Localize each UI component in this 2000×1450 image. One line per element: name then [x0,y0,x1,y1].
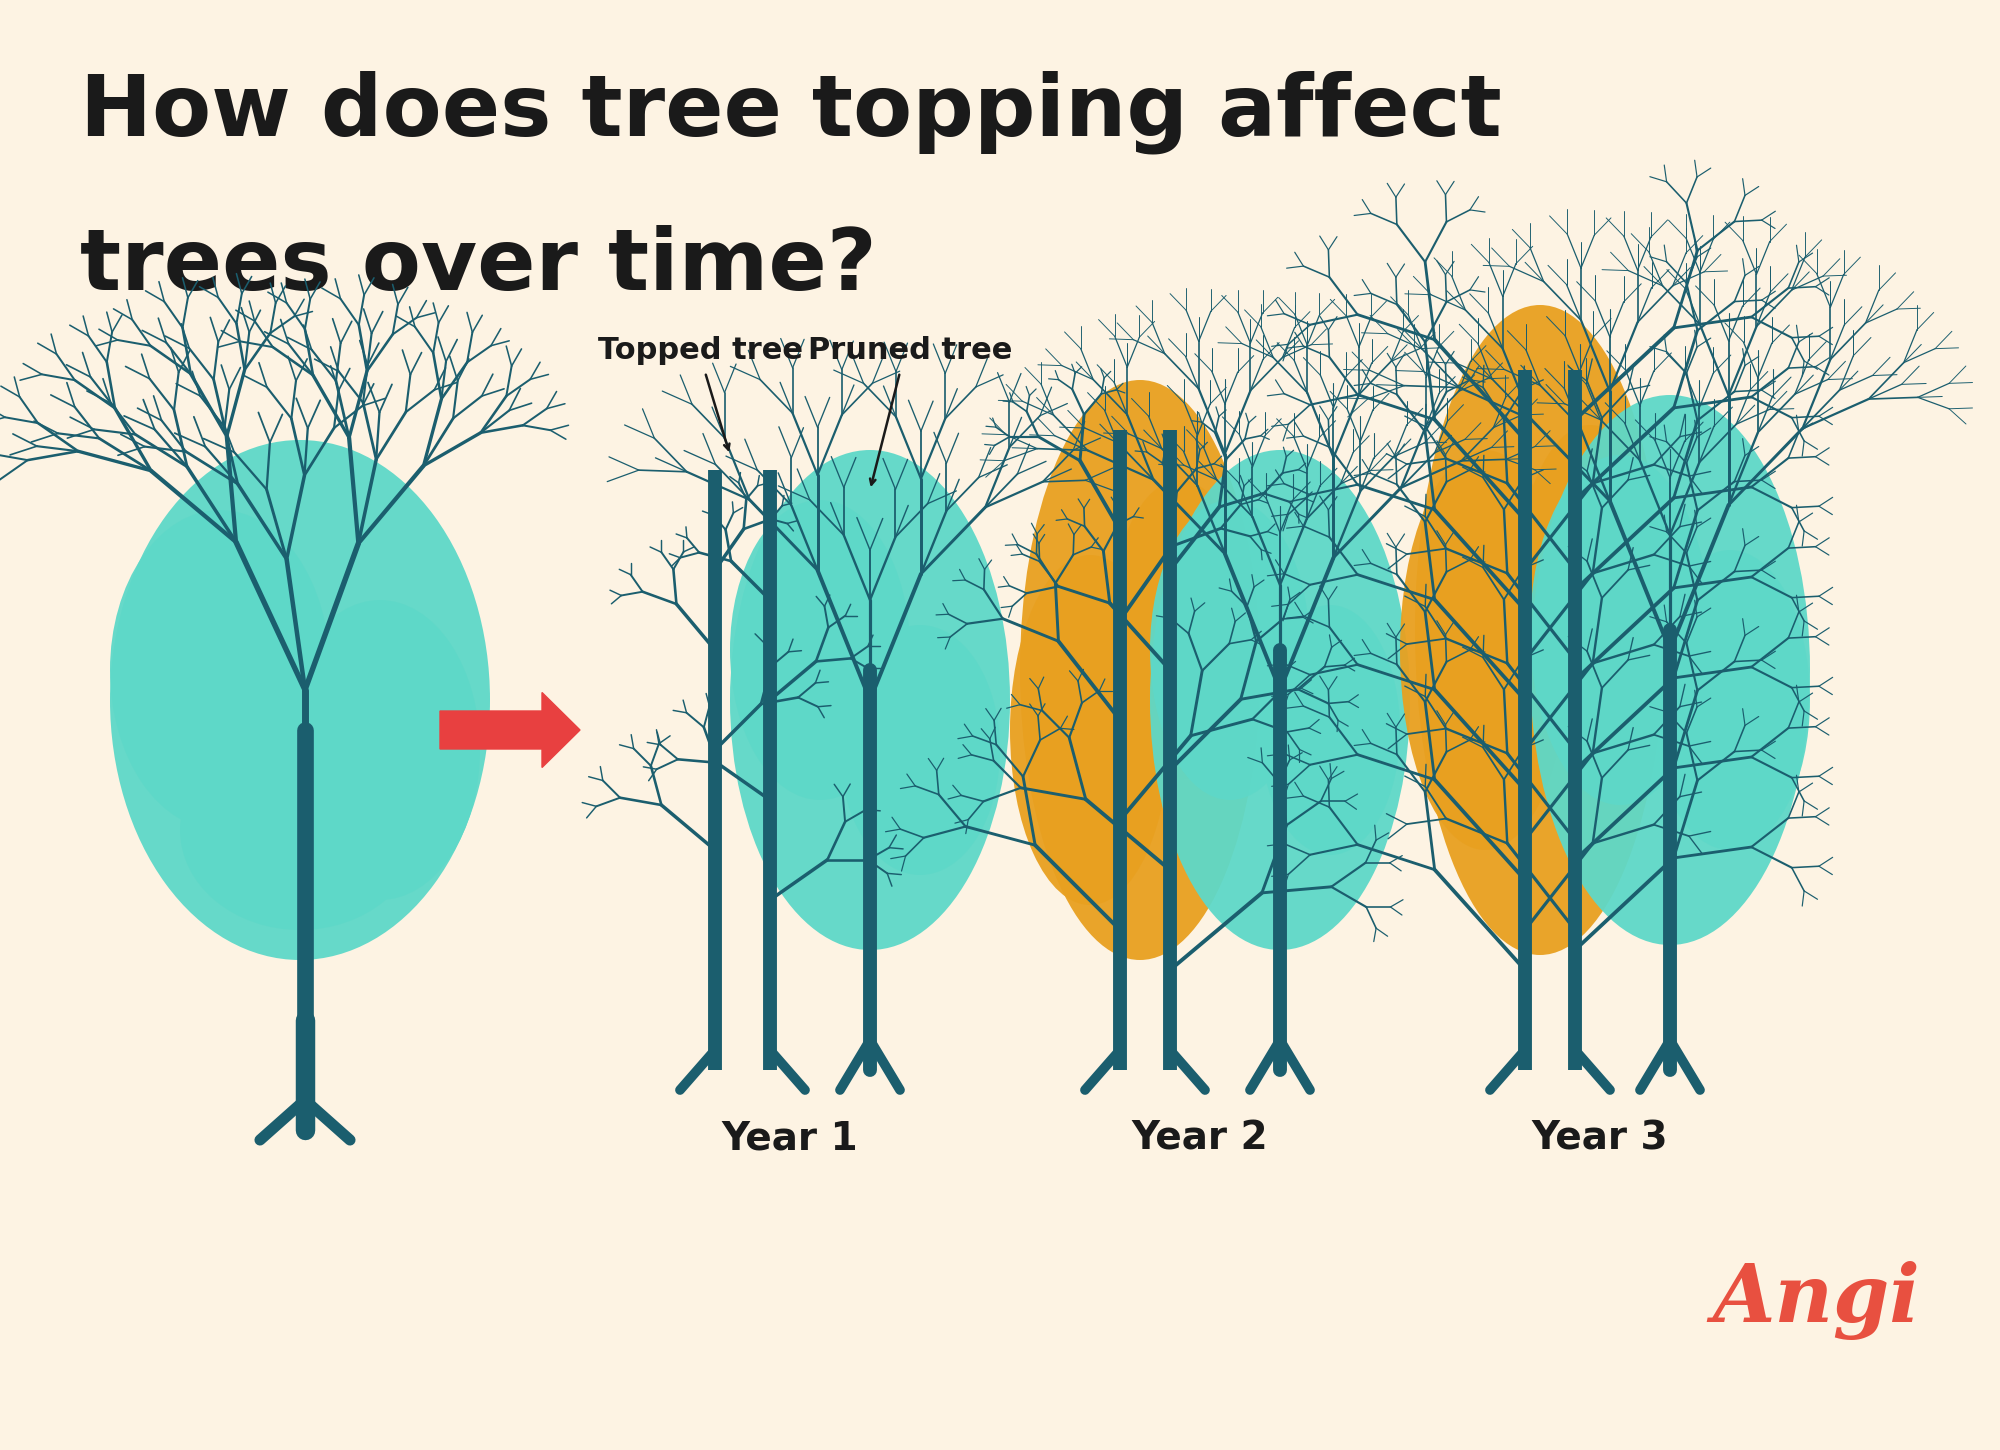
Ellipse shape [1020,380,1260,960]
Text: Year 2: Year 2 [1132,1119,1268,1159]
Text: trees over time?: trees over time? [80,225,876,307]
Ellipse shape [1416,304,1664,956]
Ellipse shape [730,500,910,800]
Ellipse shape [110,510,330,829]
Text: Topped tree: Topped tree [598,336,802,365]
Ellipse shape [1010,555,1170,905]
Ellipse shape [730,450,1010,950]
Ellipse shape [1516,425,1664,774]
Ellipse shape [1530,455,1710,805]
Text: Year 3: Year 3 [1532,1119,1668,1159]
Text: Pruned tree: Pruned tree [808,336,1012,365]
Ellipse shape [1650,550,1810,850]
Text: How does tree topping affect: How does tree topping affect [80,70,1502,154]
FancyArrow shape [440,693,580,767]
Ellipse shape [1400,450,1570,850]
Text: Angi: Angi [1712,1262,1920,1340]
Ellipse shape [1150,450,1410,950]
Ellipse shape [840,625,1000,874]
Ellipse shape [1530,394,1810,945]
Ellipse shape [1110,480,1250,780]
Ellipse shape [110,439,490,960]
Ellipse shape [1260,605,1400,856]
Text: Year 1: Year 1 [722,1119,858,1159]
Ellipse shape [180,729,420,929]
Ellipse shape [280,600,480,900]
Ellipse shape [1150,500,1310,800]
